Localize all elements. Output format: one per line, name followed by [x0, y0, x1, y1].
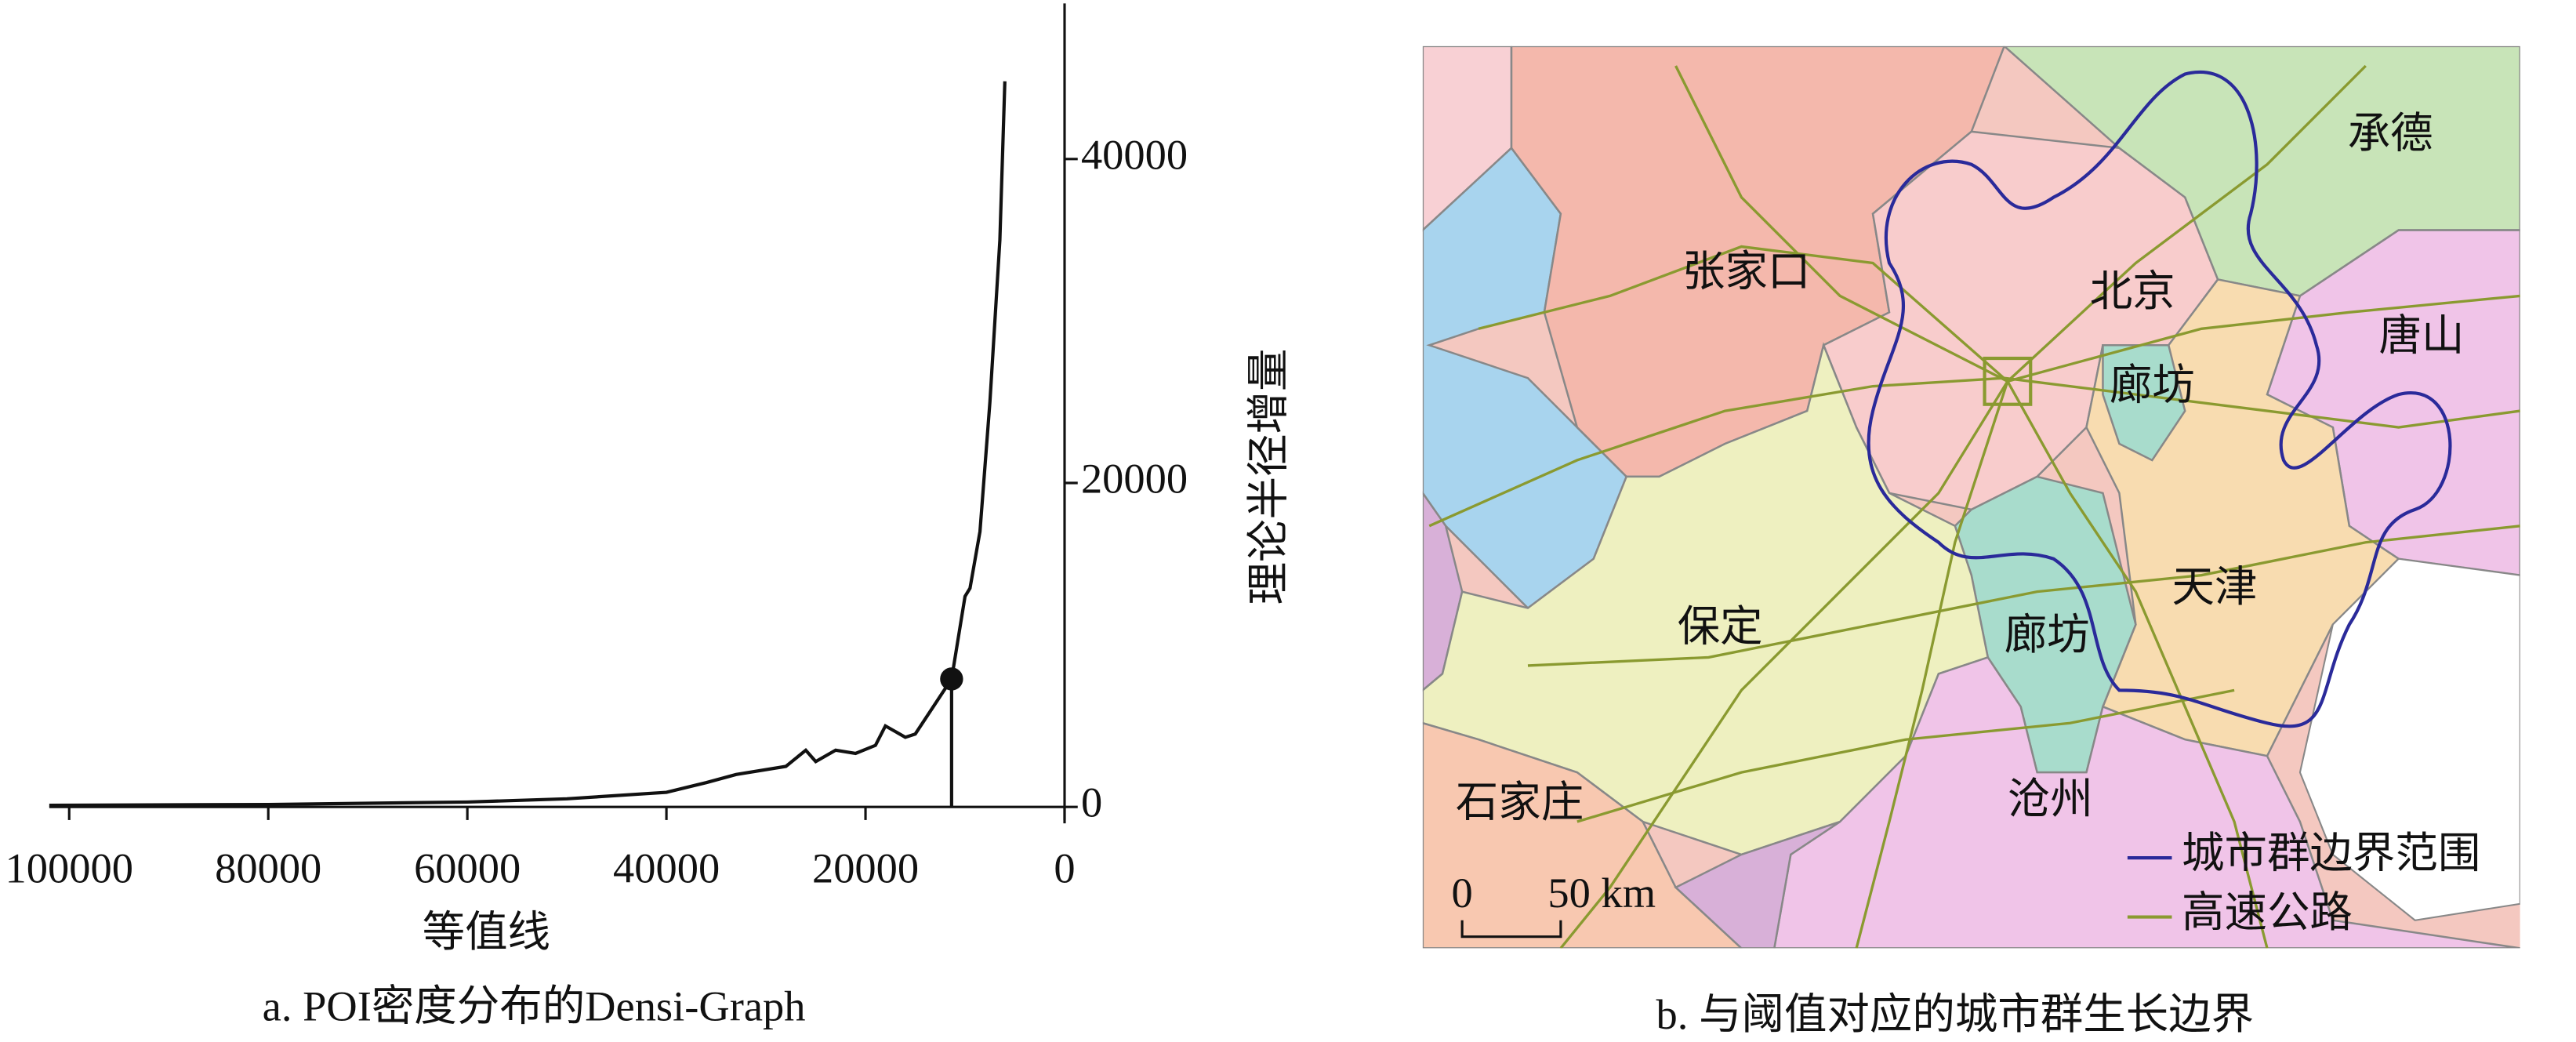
map-b: 张家口 北京 承德 唐山 廊坊 天津 保定 廊坊 沧州 石家庄 城市群边界范围 …: [1422, 45, 2520, 1038]
road: [1576, 688, 2235, 823]
x-tick-label: 40000: [613, 844, 720, 891]
legend-label: 高速公路: [2182, 888, 2353, 936]
road: [1855, 380, 2009, 949]
region: [1422, 721, 1743, 949]
y-tick-label: 20000: [1081, 455, 1188, 503]
map-label: 唐山: [2379, 311, 2465, 359]
road: [1559, 380, 2009, 949]
x-tick-label: 100000: [5, 844, 133, 891]
caption: a. POI密度分布的Densi-Graph: [263, 982, 806, 1030]
road: [1527, 525, 2520, 667]
scale-label: 0: [1452, 869, 1473, 917]
road: [2006, 64, 2367, 383]
x-tick-label: 80000: [215, 844, 321, 891]
region: [2102, 344, 2186, 462]
road: [1478, 245, 2009, 383]
map-label: 廊坊: [2110, 361, 2195, 408]
map-label: 廊坊: [2005, 611, 2090, 659]
map-label: 承德: [2348, 110, 2433, 158]
x-tick-label: 20000: [812, 844, 919, 891]
chart-a: 理论半径增量 等值线 a. POI密度分布的Densi-Graph 100000…: [5, 3, 1293, 1030]
x-tick-label: 60000: [414, 844, 521, 891]
boundary: [1867, 71, 2452, 728]
road: [2007, 294, 2520, 383]
threshold-point: [940, 667, 963, 691]
map-label: 天津: [2171, 563, 2257, 611]
x-tick-label: 0: [1054, 844, 1075, 891]
caption: b. 与阈值对应的城市群生长边界: [1656, 990, 2255, 1038]
sea: [2298, 557, 2520, 921]
region: [1674, 820, 1841, 949]
map-label: 保定: [1678, 602, 1763, 650]
y-axis-label: 理论半径增量: [1245, 349, 1293, 605]
scale-label: 50 km: [1547, 869, 1656, 917]
map-label: 沧州: [2008, 775, 2093, 822]
y-tick-label: 0: [1081, 779, 1102, 826]
map-label: 石家庄: [1456, 779, 1584, 826]
ring-road: [1983, 356, 2033, 406]
x-axis-label: 等值线: [423, 908, 550, 956]
road: [1674, 65, 2269, 949]
y-tick-label: 40000: [1081, 130, 1188, 178]
legend-label: 城市群边界范围: [2182, 830, 2480, 877]
scale-bar: [1460, 920, 1562, 939]
data-line: [49, 81, 1007, 808]
map-label: 北京: [2090, 267, 2175, 315]
map-label: 张家口: [1682, 248, 1810, 296]
